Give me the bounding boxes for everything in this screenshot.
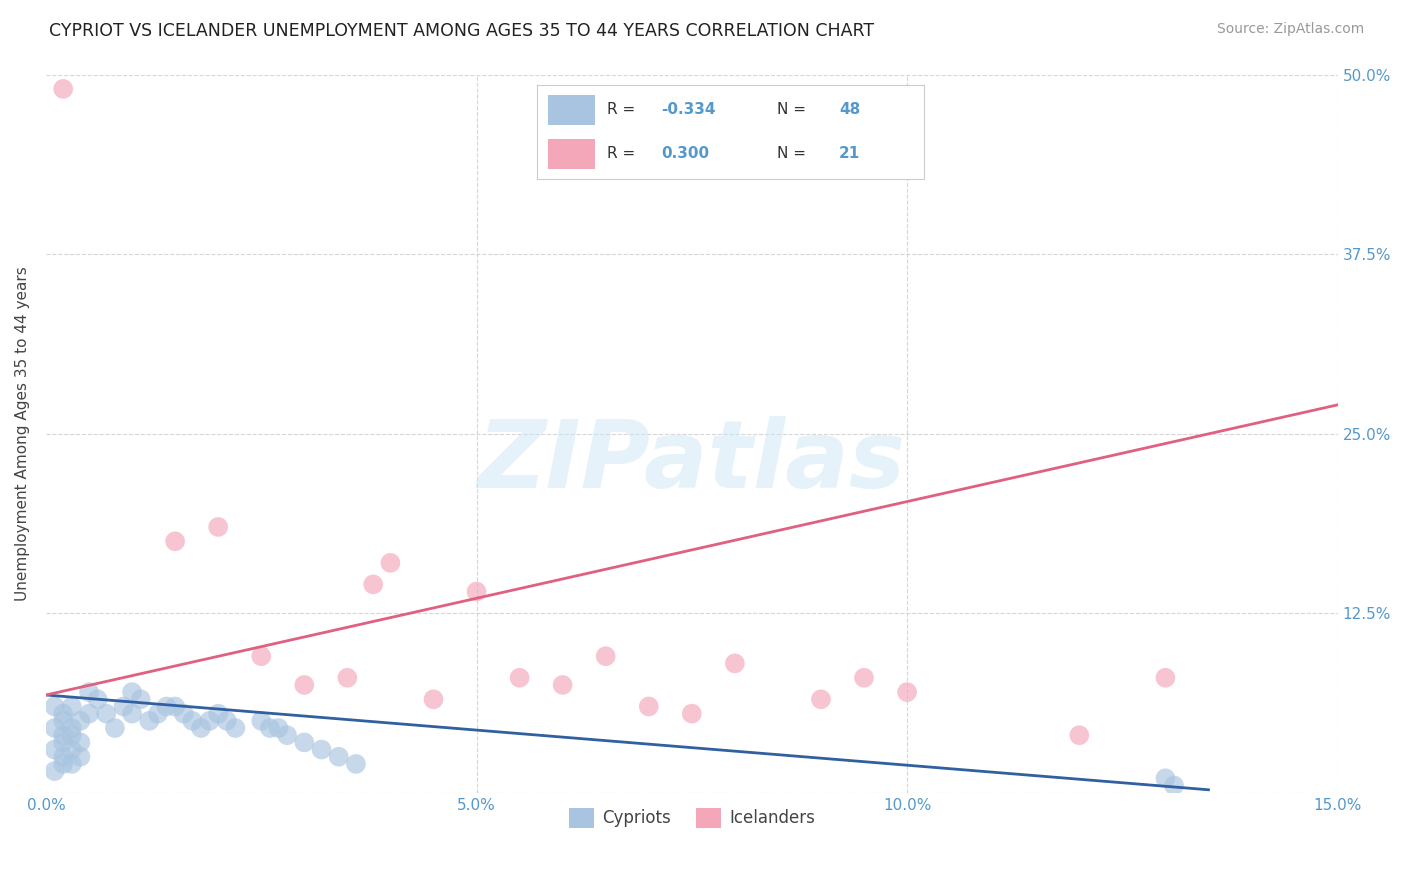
Text: ZIPatlas: ZIPatlas [478,417,905,508]
Point [60,742,83,756]
Point [104,721,127,735]
Point [52,728,75,742]
Point [509,671,531,685]
Point [60,756,83,771]
Point [96,706,118,721]
Point [112,699,135,714]
Point [44,699,66,714]
Point [896,685,918,699]
Point [1154,671,1177,685]
Point [344,756,367,771]
Point [69,714,91,728]
Point [77,706,100,721]
Point [129,692,152,706]
Point [637,699,659,714]
Point [165,699,187,714]
Point [215,714,238,728]
Point [1163,779,1185,793]
Point [155,699,177,714]
Point [181,714,204,728]
Point [52,756,75,771]
Point [328,749,350,764]
Text: Source: ZipAtlas.com: Source: ZipAtlas.com [1216,22,1364,37]
Point [60,728,83,742]
Point [380,556,402,570]
Point [465,584,488,599]
Point [259,721,281,735]
Point [69,749,91,764]
Point [44,721,66,735]
Point [681,706,703,721]
Point [52,714,75,728]
Point [44,742,66,756]
Point [724,657,747,671]
Point [44,764,66,778]
Point [276,728,298,742]
Point [165,534,187,549]
Point [810,692,832,706]
Point [146,706,169,721]
Point [595,649,617,664]
Point [207,706,229,721]
Point [52,749,75,764]
Point [224,721,246,735]
Point [250,649,273,664]
Point [86,692,108,706]
Point [1154,772,1177,786]
Point [292,678,315,692]
Point [311,742,333,756]
Point [422,692,444,706]
Y-axis label: Unemployment Among Ages 35 to 44 years: Unemployment Among Ages 35 to 44 years [15,266,30,601]
Point [190,721,212,735]
Point [77,685,100,699]
Point [52,82,75,96]
Point [121,706,143,721]
Point [267,721,290,735]
Point [173,706,195,721]
Point [292,735,315,749]
Point [207,520,229,534]
Point [52,735,75,749]
Point [60,721,83,735]
Point [250,714,273,728]
Point [52,706,75,721]
Point [551,678,574,692]
Legend: Cypriots, Icelanders: Cypriots, Icelanders [562,801,821,835]
Point [1069,728,1091,742]
Point [198,714,221,728]
Point [336,671,359,685]
Point [853,671,876,685]
Text: CYPRIOT VS ICELANDER UNEMPLOYMENT AMONG AGES 35 TO 44 YEARS CORRELATION CHART: CYPRIOT VS ICELANDER UNEMPLOYMENT AMONG … [49,22,875,40]
Point [60,699,83,714]
Point [138,714,160,728]
Point [121,685,143,699]
Point [361,577,384,591]
Point [69,735,91,749]
